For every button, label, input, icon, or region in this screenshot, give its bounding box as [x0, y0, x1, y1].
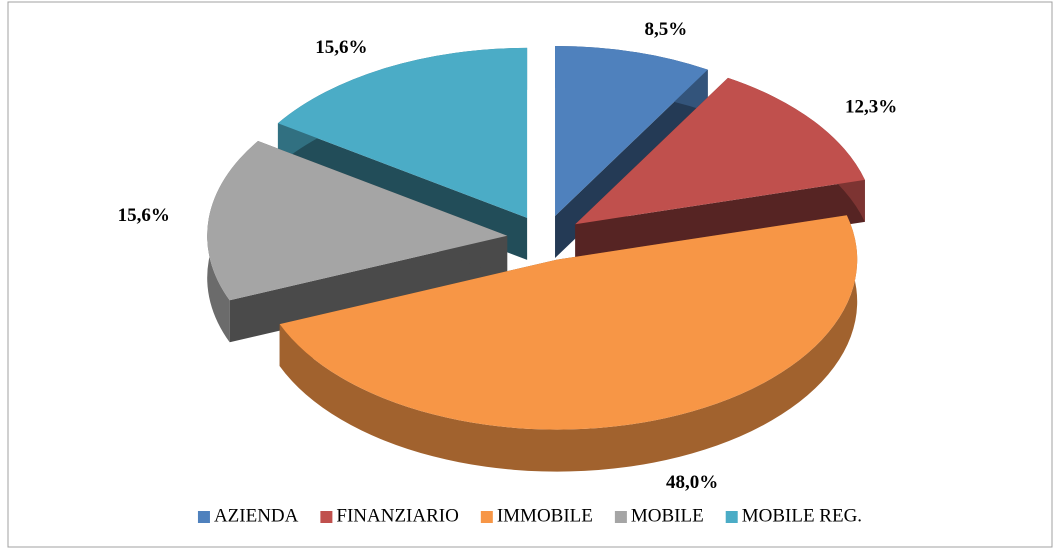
slice: [277, 47, 528, 218]
legend-item: FINANZIARIO: [320, 505, 459, 526]
legend-label: IMMOBILE: [497, 505, 593, 526]
legend-item: MOBILE REG.: [725, 505, 862, 526]
legend-swatch: [197, 511, 210, 523]
slice: [555, 46, 708, 217]
slice: [575, 77, 865, 225]
data-label: 48,0%: [666, 472, 718, 493]
slice-side: [229, 235, 508, 343]
data-label: 12,3%: [845, 96, 897, 117]
legend-item: AZIENDA: [197, 505, 299, 526]
legend-swatch: [725, 511, 738, 523]
legend-item: MOBILE: [614, 505, 704, 526]
slice-side: [575, 179, 865, 267]
legend-label: FINANZIARIO: [336, 505, 458, 526]
slice: [279, 215, 858, 430]
legend-label: AZIENDA: [214, 505, 299, 526]
legend-item: IMMOBILE: [480, 505, 593, 526]
slice-side: [279, 215, 858, 472]
legend-label: MOBILE REG.: [742, 505, 862, 526]
data-label: 15,6%: [118, 205, 170, 226]
legend-swatch: [614, 511, 627, 523]
data-label: 15,6%: [315, 37, 367, 58]
data-label: 8,5%: [644, 19, 687, 40]
legend-swatch: [320, 511, 333, 523]
legend-swatch: [480, 511, 493, 523]
legend-label: MOBILE: [631, 505, 704, 526]
slice: [207, 141, 508, 301]
